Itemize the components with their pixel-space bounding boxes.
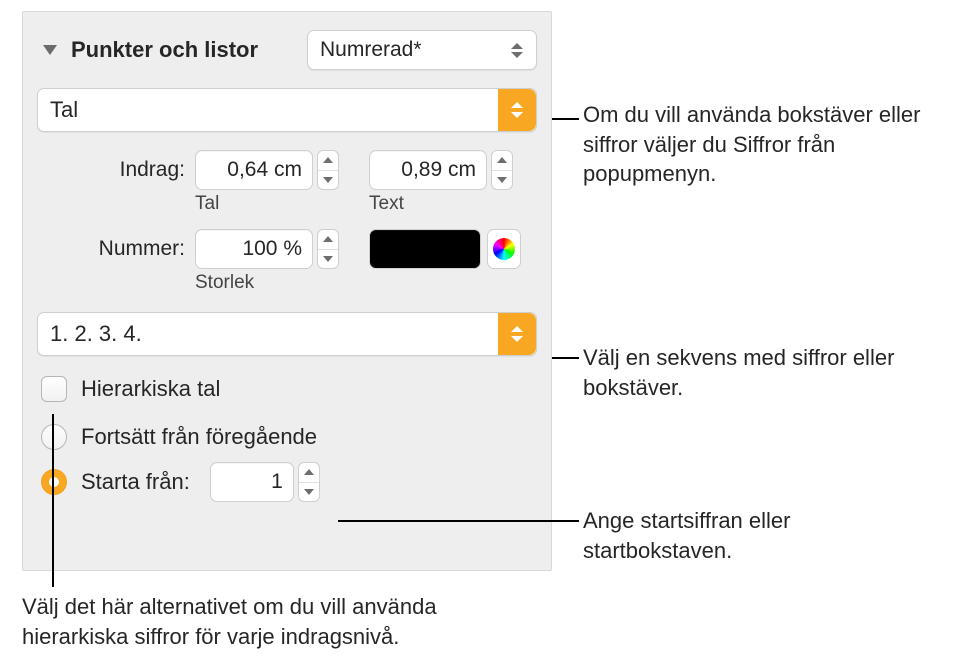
- section-title: Punkter och listor: [71, 37, 258, 63]
- callout-hierarchical: Välj det här alternativet om du vill anv…: [22, 592, 542, 651]
- list-style-value: Numrerad*: [320, 38, 422, 62]
- start-from-stepper[interactable]: [298, 462, 320, 502]
- indent-text-sublabel: Text: [369, 193, 404, 215]
- start-from-field[interactable]: 1: [210, 462, 294, 502]
- number-size-stepper[interactable]: [317, 229, 339, 269]
- continue-radio[interactable]: [41, 424, 67, 450]
- list-style-popup[interactable]: Numrerad*: [307, 30, 537, 70]
- indent-text-field[interactable]: 0,89 cm: [369, 150, 487, 190]
- popup-chevron-icon: [498, 313, 536, 355]
- callout-leader-line: [552, 357, 579, 359]
- sequence-popup[interactable]: 1. 2. 3. 4.: [37, 312, 537, 356]
- color-picker-button[interactable]: [487, 229, 521, 269]
- sequence-value: 1. 2. 3. 4.: [50, 321, 142, 347]
- indent-number-stepper[interactable]: [317, 150, 339, 190]
- number-size-field[interactable]: 100 %: [195, 229, 313, 269]
- indent-number-sublabel: Tal: [195, 193, 219, 215]
- start-from-radio-row[interactable]: Starta från: 1: [37, 462, 537, 502]
- numbering-radio-group: Fortsätt från föregående Starta från: 1: [37, 424, 537, 502]
- hierarchical-label: Hierarkiska tal: [81, 376, 220, 402]
- callout-sequence: Välj en sekvens med siffror eller bokstä…: [583, 343, 943, 402]
- continue-radio-row[interactable]: Fortsätt från föregående: [37, 424, 537, 450]
- section-header-row: Punkter och listor Numrerad*: [37, 30, 537, 70]
- start-from-radio[interactable]: [41, 469, 67, 495]
- updown-chevron-icon: [504, 43, 530, 58]
- hierarchical-checkbox-row[interactable]: Hierarkiska tal: [37, 376, 537, 402]
- callout-format: Om du vill använda bokstäver eller siffr…: [583, 100, 963, 189]
- color-wheel-icon: [493, 238, 515, 260]
- number-size-sublabel: Storlek: [195, 272, 254, 294]
- continue-label: Fortsätt från föregående: [81, 424, 317, 450]
- callout-start: Ange startsiffran eller startbokstaven.: [583, 506, 943, 565]
- number-format-value: Tal: [50, 97, 78, 123]
- indent-number-field[interactable]: 0,64 cm: [195, 150, 313, 190]
- list-format-panel: Punkter och listor Numrerad* Tal Indrag:…: [22, 11, 552, 571]
- number-label: Nummer:: [57, 229, 185, 261]
- indent-label: Indrag:: [57, 150, 185, 182]
- hierarchical-checkbox[interactable]: [41, 376, 67, 402]
- popup-chevron-icon: [498, 89, 536, 131]
- indent-controls: Indrag: 0,64 cm Tal 0,89 cm: [37, 150, 537, 294]
- callout-leader-line: [552, 118, 579, 120]
- start-from-label: Starta från:: [81, 469, 190, 495]
- callout-leader-line: [52, 414, 54, 587]
- number-format-popup[interactable]: Tal: [37, 88, 537, 132]
- indent-text-stepper[interactable]: [491, 150, 513, 190]
- number-color-well[interactable]: [369, 229, 481, 269]
- disclosure-triangle-icon[interactable]: [43, 45, 57, 55]
- callout-leader-line: [338, 520, 579, 522]
